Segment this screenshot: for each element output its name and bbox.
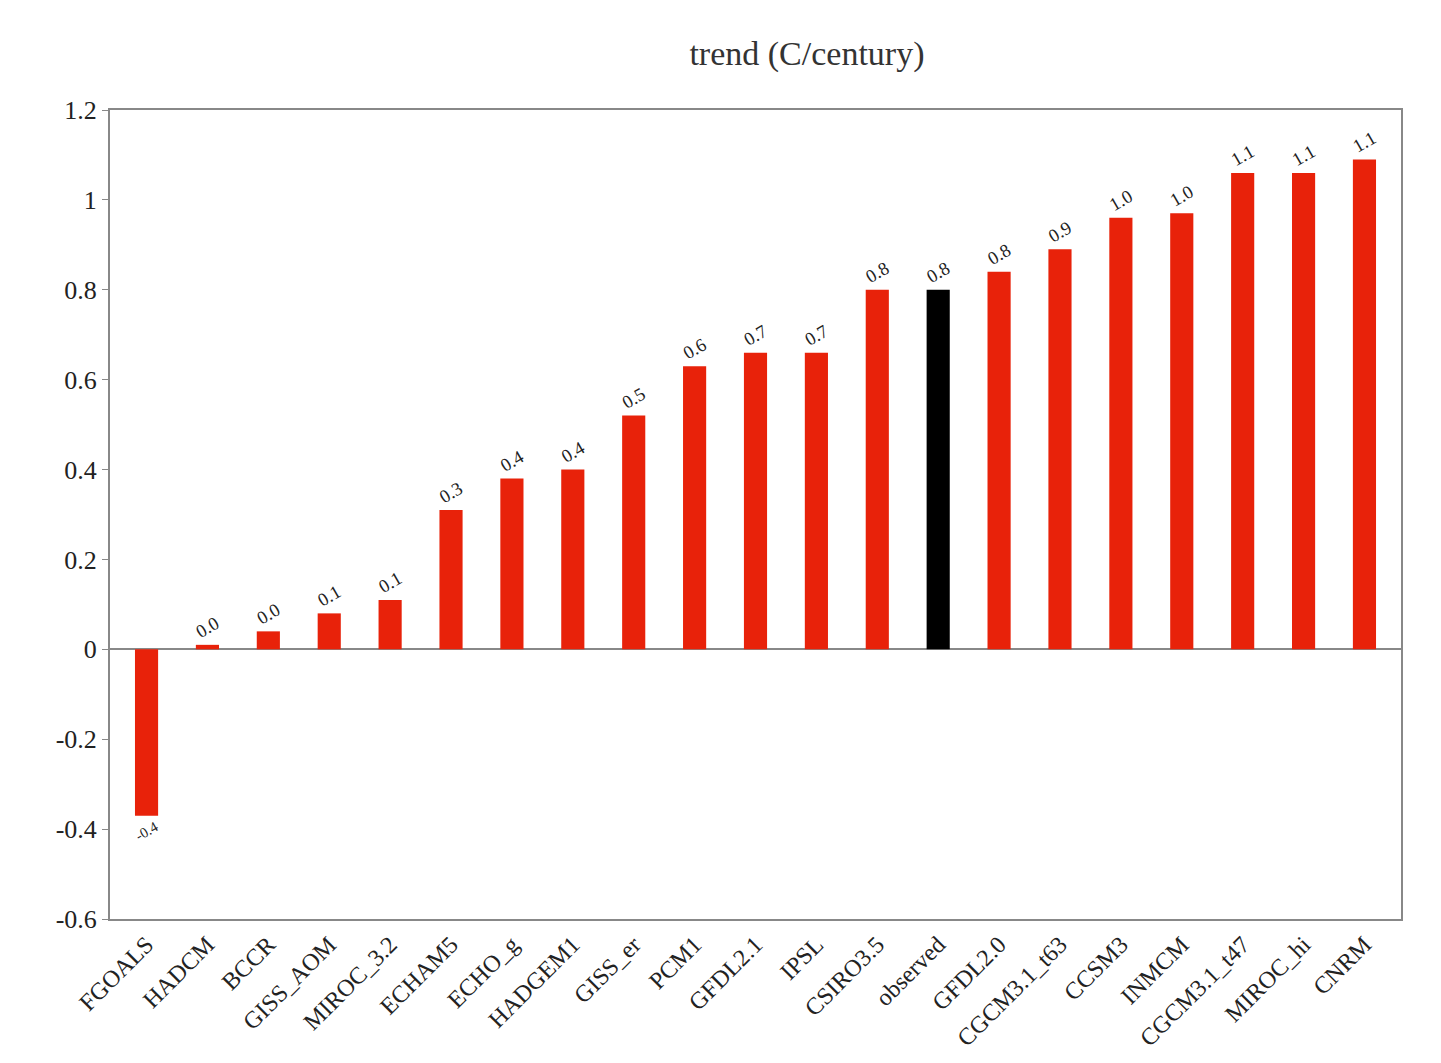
- svg-text:0.4: 0.4: [558, 438, 588, 467]
- svg-text:MIROC_hi: MIROC_hi: [1220, 931, 1316, 1027]
- svg-text:0.4: 0.4: [64, 456, 97, 485]
- svg-text:0.6: 0.6: [680, 334, 710, 363]
- svg-text:observed: observed: [871, 931, 951, 1011]
- svg-text:0.8: 0.8: [923, 258, 953, 287]
- svg-text:1.0: 1.0: [1106, 186, 1136, 215]
- svg-text:GISS_AOM: GISS_AOM: [238, 931, 341, 1034]
- svg-text:GISS_er: GISS_er: [569, 931, 646, 1008]
- svg-text:0.9: 0.9: [1045, 218, 1075, 247]
- svg-text:-0.4: -0.4: [132, 818, 161, 844]
- svg-text:HADGEM1: HADGEM1: [483, 931, 584, 1032]
- svg-text:0.1: 0.1: [314, 582, 344, 611]
- svg-text:0.4: 0.4: [496, 446, 527, 476]
- svg-text:HADCM: HADCM: [138, 931, 220, 1013]
- svg-text:PCM1: PCM1: [644, 931, 707, 994]
- svg-text:0.2: 0.2: [64, 546, 97, 575]
- svg-text:-0.4: -0.4: [56, 815, 97, 844]
- svg-text:BCCR: BCCR: [217, 931, 281, 995]
- svg-text:FGOALS: FGOALS: [74, 931, 158, 1015]
- svg-text:0.1: 0.1: [375, 568, 405, 597]
- svg-text:GFDL2.1: GFDL2.1: [684, 931, 768, 1015]
- svg-text:1.1: 1.1: [1228, 141, 1258, 170]
- svg-text:MIROC_3.2: MIROC_3.2: [298, 931, 402, 1035]
- svg-text:-0.2: -0.2: [56, 725, 97, 754]
- svg-text:GFDL2.0: GFDL2.0: [927, 931, 1011, 1015]
- svg-text:1: 1: [84, 186, 97, 215]
- svg-text:ECHAM5: ECHAM5: [375, 931, 463, 1019]
- svg-text:1.2: 1.2: [64, 96, 97, 125]
- svg-text:0.7: 0.7: [801, 321, 831, 350]
- svg-text:-0.6: -0.6: [56, 905, 97, 934]
- svg-text:0.8: 0.8: [984, 239, 1015, 269]
- svg-text:1.1: 1.1: [1350, 128, 1380, 157]
- svg-text:1.1: 1.1: [1289, 141, 1319, 170]
- svg-text:0.7: 0.7: [741, 321, 771, 350]
- svg-text:0.6: 0.6: [64, 366, 97, 395]
- svg-text:CNRM: CNRM: [1308, 931, 1376, 999]
- svg-text:0.0: 0.0: [253, 600, 283, 629]
- svg-text:0.5: 0.5: [619, 384, 649, 413]
- svg-text:0.3: 0.3: [436, 478, 466, 507]
- svg-text:0.8: 0.8: [64, 276, 97, 305]
- svg-text:0.8: 0.8: [862, 258, 892, 287]
- svg-text:0.0: 0.0: [193, 613, 223, 642]
- svg-text:1.0: 1.0: [1167, 182, 1197, 211]
- svg-text:ECHO_g: ECHO_g: [442, 931, 524, 1013]
- svg-text:IPSL: IPSL: [775, 931, 828, 984]
- svg-text:INMCM: INMCM: [1116, 931, 1194, 1009]
- svg-text:CGCM3.1_t47: CGCM3.1_t47: [1135, 931, 1255, 1051]
- svg-text:trend (C/century): trend (C/century): [689, 35, 924, 73]
- svg-text:CGCM3.1_t63: CGCM3.1_t63: [952, 931, 1072, 1051]
- svg-text:CCSM3: CCSM3: [1059, 931, 1133, 1005]
- svg-text:0: 0: [84, 635, 97, 664]
- svg-text:CSIRO3.5: CSIRO3.5: [800, 931, 890, 1021]
